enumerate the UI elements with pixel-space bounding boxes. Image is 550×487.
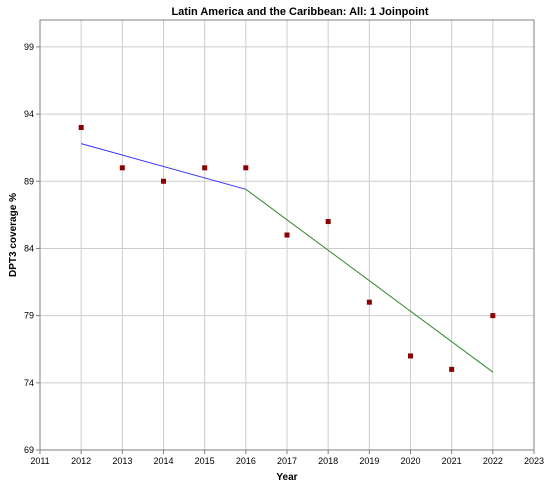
x-tick-label: 2017 [277,456,297,466]
x-tick-label: 2022 [483,456,503,466]
y-ticks: 69 74 79 84 89 94 99 [24,42,40,455]
x-tick-label: 2020 [400,456,420,466]
data-point [490,313,496,319]
trend-line-segment-1 [81,143,246,190]
y-tick-label: 89 [24,176,34,186]
data-point [449,366,455,372]
x-tick-label: 2016 [236,456,256,466]
x-tick-label: 2013 [112,456,132,466]
x-tick-label: 2015 [195,456,215,466]
y-axis-label: DPT3 coverage % [8,193,19,277]
x-tick-label: 2014 [153,456,173,466]
data-point [284,232,290,238]
y-tick-label: 99 [24,42,34,52]
y-tick-label: 94 [24,109,34,119]
x-tick-label: 2021 [442,456,462,466]
data-point [119,165,125,171]
data-point [78,125,84,130]
x-axis-label: Year [276,472,297,483]
trend-line-segment-2 [245,188,494,373]
data-point [202,165,208,171]
y-tick-label: 84 [24,243,34,253]
x-tick-label: 2018 [318,456,338,466]
y-tick-label: 79 [24,311,34,321]
chart-title: Latin America and the Caribbean: All: 1 … [171,6,429,18]
data-point [366,299,372,305]
y-tick-label: 69 [24,445,34,455]
data-point [325,219,331,225]
data-point [161,178,166,184]
x-tick-label: 2011 [30,456,49,466]
x-tick-label: 2019 [359,456,379,466]
x-tick-label: 2012 [71,456,91,466]
data-point [243,165,249,171]
trend-lines [81,143,494,373]
data-points [78,125,496,372]
y-tick-label: 74 [24,378,34,388]
x-ticks: 2011 2012 2013 2014 2015 2016 2017 2018 2019 2020… [30,450,544,466]
x-tick-label: 2023 [524,456,544,466]
data-point [408,353,413,359]
